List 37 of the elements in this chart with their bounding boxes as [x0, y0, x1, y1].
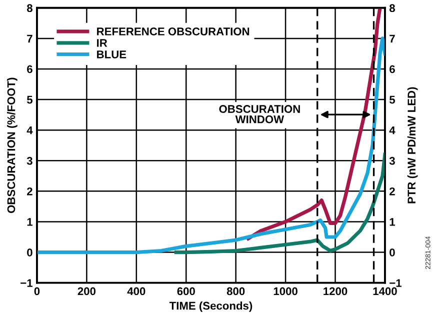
- y-tick-label: 3: [26, 156, 32, 165]
- y2-tick-label: 5: [389, 96, 396, 104]
- x-tick-label: 1400: [373, 287, 397, 296]
- y2-tick-label: 8: [389, 4, 395, 12]
- line-series: [36, 36, 385, 254]
- y-tick-label: 5: [26, 96, 32, 104]
- legend-label: BLUE: [97, 50, 126, 58]
- y2-tick-label: −1: [390, 279, 402, 287]
- x-tick-label: 800: [226, 287, 245, 296]
- y2-tick-label: 7: [390, 34, 395, 42]
- y-tick-label: 1: [27, 218, 32, 226]
- y2-axis-title: PTR (nW PD/mW LED): [407, 87, 418, 204]
- x-tick-label: 200: [78, 287, 96, 296]
- y-axis-title: OBSCURATION (%/FOOT): [7, 78, 18, 214]
- legend-label: REFERENCE OBSCURATION: [97, 28, 250, 36]
- y2-tick-label: 1: [390, 218, 396, 226]
- x-tick-label: 1200: [324, 287, 348, 296]
- y-tick-label: 4: [26, 126, 33, 134]
- x-tick-label: 0: [34, 287, 40, 296]
- y-tick-label: 8: [26, 4, 32, 12]
- y2-tick-label: 0: [390, 248, 395, 256]
- x-tick-label: 400: [127, 287, 146, 296]
- annotation: OBSCURATION WINDOW: [219, 105, 300, 124]
- y2-tick-label: 6: [390, 65, 395, 74]
- y2-tick-label: 4: [389, 126, 396, 134]
- y-tick-label: 7: [27, 34, 32, 42]
- y-tick-label: 0: [27, 248, 32, 256]
- y2-tick-label: 3: [389, 156, 395, 165]
- legend-label: IR: [97, 39, 108, 47]
- line-series: [174, 152, 385, 254]
- y2-tick-label: 2: [390, 187, 395, 196]
- x-axis-title: TIME (Seconds): [169, 302, 252, 312]
- y-tick-label: 6: [27, 65, 32, 74]
- y-tick-label: −1: [20, 279, 32, 287]
- y-tick-label: 2: [27, 187, 32, 196]
- x-tick-label: 1000: [274, 287, 298, 296]
- x-tick-label: 600: [177, 287, 195, 296]
